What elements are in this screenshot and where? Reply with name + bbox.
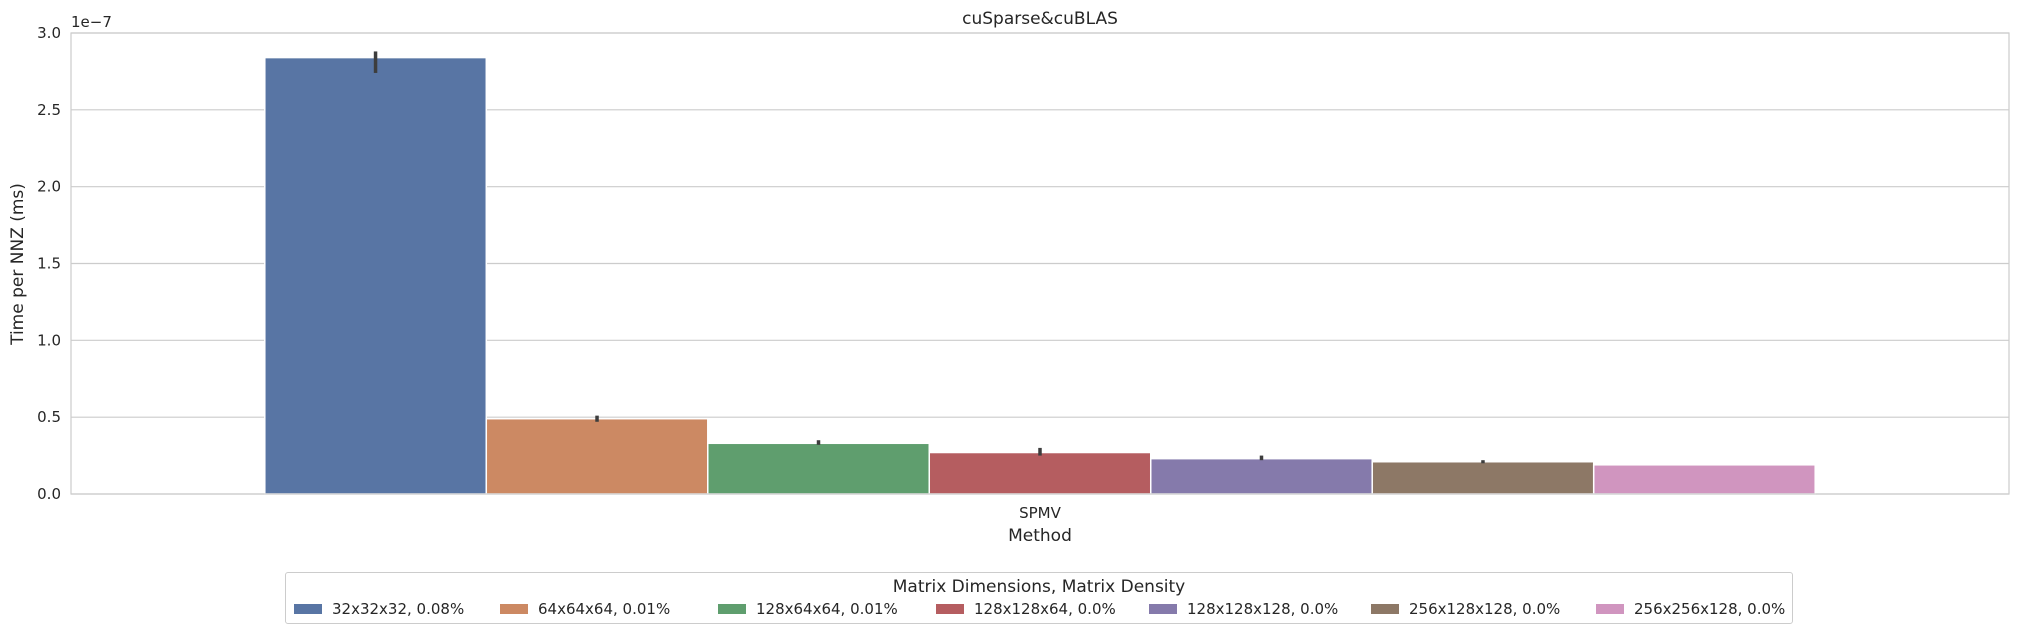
y-tick-label: 0.5 <box>37 408 61 426</box>
x-tick-labels: SPMV <box>1019 504 1062 522</box>
legend-item: 32x32x32, 0.08% <box>294 600 464 620</box>
legend-item: 256x128x128, 0.0% <box>1371 600 1560 620</box>
x-tick-label: SPMV <box>1019 504 1062 522</box>
legend-swatch <box>936 603 964 614</box>
legend-item: 256x256x128, 0.0% <box>1596 600 1785 620</box>
plot-frame <box>70 32 2010 495</box>
legend-item: 64x64x64, 0.01% <box>500 600 670 620</box>
y-tick-label: 0.0 <box>37 485 61 503</box>
bar <box>1149 457 1373 495</box>
bar <box>485 417 709 495</box>
y-tick-label: 1.5 <box>37 255 61 273</box>
legend-swatch <box>1149 603 1177 614</box>
legend-swatch <box>718 603 746 614</box>
legend-swatch <box>1371 603 1399 614</box>
bar <box>707 442 931 495</box>
legend-label: 64x64x64, 0.01% <box>538 600 671 618</box>
bar <box>928 451 1152 495</box>
y-tick-label: 3.0 <box>37 24 61 42</box>
bars <box>264 56 1816 495</box>
legend-label: 256x256x128, 0.0% <box>1634 600 1786 618</box>
legend-label: 256x128x128, 0.0% <box>1409 600 1561 618</box>
legend-swatch <box>1596 603 1624 614</box>
legend-title: Matrix Dimensions, Matrix Density <box>892 577 1186 597</box>
legend-label: 32x32x32, 0.08% <box>332 600 465 618</box>
legend: Matrix Dimensions, Matrix Density 32x32x… <box>285 572 1793 624</box>
y-offset-label: 1e−7 <box>71 13 112 31</box>
y-axis-label: Time per NNZ (ms) <box>8 183 28 346</box>
legend-label: 128x64x64, 0.01% <box>756 600 898 618</box>
bar <box>1592 464 1816 495</box>
bar <box>1371 460 1595 495</box>
legend-label: 128x128x64, 0.0% <box>974 600 1116 618</box>
chart-title: cuSparse&cuBLAS <box>962 9 1118 29</box>
x-axis-label: Method <box>1008 526 1072 546</box>
y-tick-label: 2.5 <box>37 101 61 119</box>
y-tick-labels: 0.0 0.5 1.0 1.5 2.0 2.5 3.0 <box>37 24 61 503</box>
legend-swatch <box>294 603 322 614</box>
legend-item: 128x128x128, 0.0% <box>1149 600 1338 620</box>
bar <box>264 56 488 495</box>
legend-swatch <box>500 603 528 614</box>
y-tick-label: 1.0 <box>37 331 61 349</box>
error-bars <box>373 51 1485 464</box>
legend-item: 128x64x64, 0.01% <box>718 600 898 620</box>
legend-label: 128x128x128, 0.0% <box>1187 600 1339 618</box>
legend-item: 128x128x64, 0.0% <box>936 600 1116 620</box>
y-tick-label: 2.0 <box>37 178 61 196</box>
